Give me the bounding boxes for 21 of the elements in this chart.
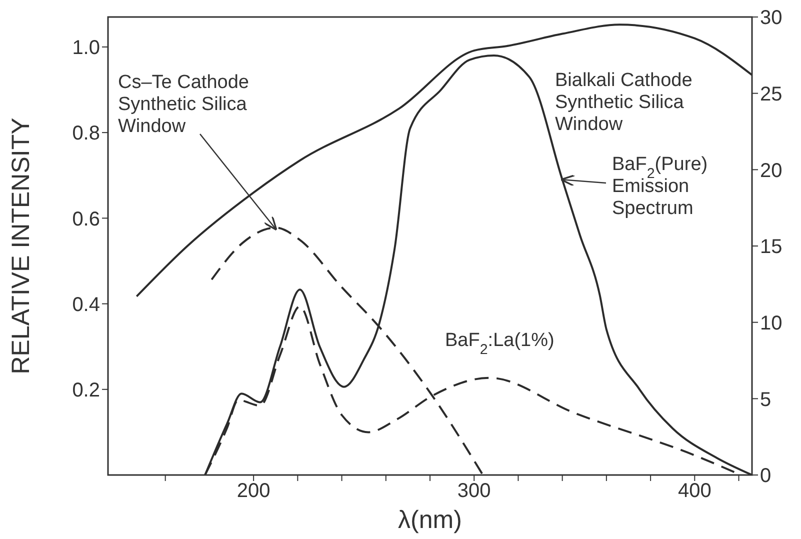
x-axis-title: λ(nm) (398, 506, 462, 534)
y2-tick-label: 5 (760, 388, 772, 411)
y2-tick-label: 0 (760, 465, 772, 488)
x-tick-label: 300 (457, 480, 491, 502)
y-tick-label: 1.0 (72, 37, 100, 60)
annotation: Bialkali Cathode Synthetic Silica Window (555, 70, 692, 135)
annotation: Cs–Te Cathode Synthetic Silica Window (118, 72, 249, 137)
y2-tick-label: 25 (760, 83, 782, 106)
y-axis-title: RELATIVE INTENSITY (6, 117, 35, 374)
x-tick-label: 400 (678, 480, 712, 502)
annotation: BaF$_{2}$(Pure) Emission Spectrum (612, 154, 708, 219)
y2-tick-label: 15 (760, 236, 782, 258)
y-tick-label: 0.2 (72, 379, 100, 402)
y-tick-label: 0.6 (72, 208, 100, 230)
x-tick-label: 200 (236, 480, 270, 502)
y2-tick-label: 20 (760, 160, 782, 182)
y-tick-label: 0.8 (72, 122, 100, 145)
y2-tick-label: 10 (760, 312, 782, 334)
y2-tick-label: 30 (760, 7, 782, 30)
annotation: BaF$_{2}$:La(1%) (445, 330, 554, 358)
y-tick-label: 0.4 (72, 294, 100, 316)
